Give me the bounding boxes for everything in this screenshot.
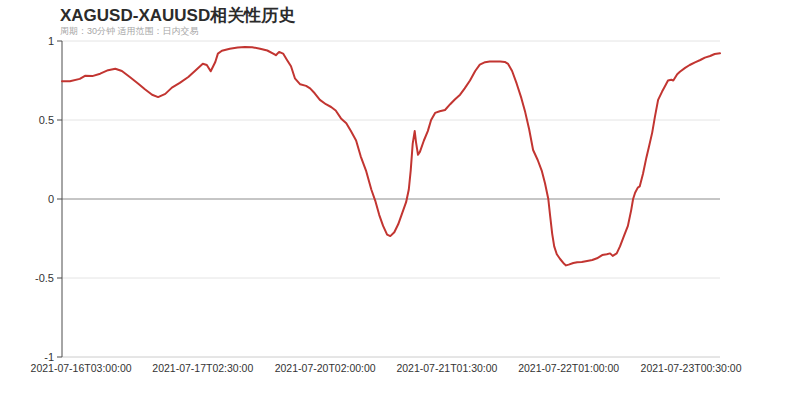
x-tick-label: 2021-07-23T00:30:00 <box>641 362 742 374</box>
x-tick-label: 2021-07-16T03:00:00 <box>31 362 132 374</box>
x-tick-label: 2021-07-17T02:30:00 <box>152 362 253 374</box>
y-tick-label: 1 <box>48 35 54 47</box>
x-tick-label: 2021-07-21T01:30:00 <box>396 362 497 374</box>
correlation-chart: 10.50-0.5-12021-07-16T03:00:002021-07-17… <box>0 0 800 400</box>
x-tick-label: 2021-07-20T02:00:00 <box>275 362 376 374</box>
y-tick-label: 0 <box>48 193 54 205</box>
y-tick-label: 0.5 <box>39 114 54 126</box>
y-tick-label: -0.5 <box>35 272 54 284</box>
x-tick-label: 2021-07-22T01:00:00 <box>518 362 619 374</box>
correlation-line-series <box>62 47 720 265</box>
